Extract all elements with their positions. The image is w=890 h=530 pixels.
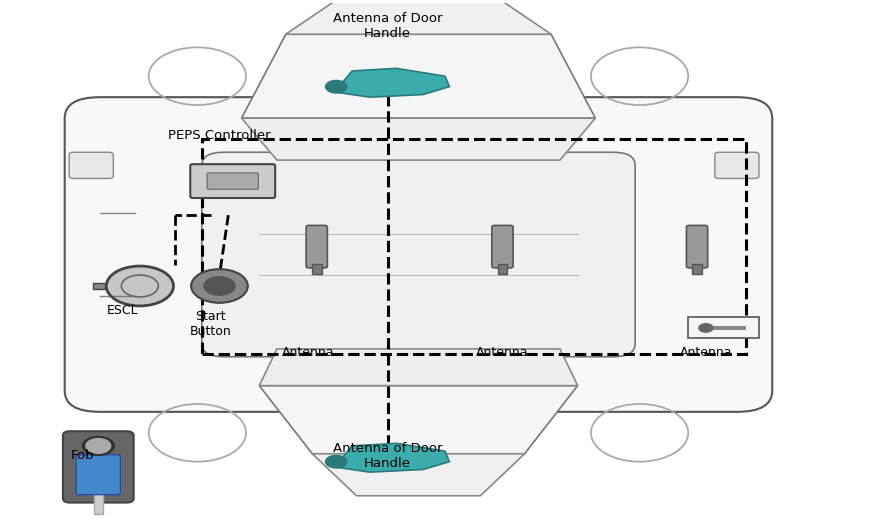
FancyBboxPatch shape bbox=[207, 173, 258, 189]
Circle shape bbox=[326, 455, 347, 468]
FancyBboxPatch shape bbox=[63, 431, 134, 502]
Polygon shape bbox=[286, 0, 551, 34]
Polygon shape bbox=[259, 386, 578, 454]
Text: Fob: Fob bbox=[70, 449, 94, 462]
Circle shape bbox=[83, 437, 114, 455]
Circle shape bbox=[86, 439, 110, 453]
Polygon shape bbox=[259, 349, 578, 386]
Text: Antenna: Antenna bbox=[476, 346, 529, 359]
FancyBboxPatch shape bbox=[69, 152, 113, 179]
Text: Antenna of Door
Handle: Antenna of Door Handle bbox=[333, 12, 442, 40]
Bar bbox=[93, 283, 105, 289]
FancyBboxPatch shape bbox=[65, 97, 773, 412]
Text: ESCL: ESCL bbox=[107, 304, 138, 317]
Text: Antenna: Antenna bbox=[680, 346, 732, 359]
Polygon shape bbox=[312, 454, 524, 496]
FancyBboxPatch shape bbox=[77, 455, 120, 494]
FancyBboxPatch shape bbox=[190, 164, 275, 198]
FancyBboxPatch shape bbox=[306, 225, 328, 268]
Polygon shape bbox=[241, 118, 595, 160]
Text: Start
Button: Start Button bbox=[190, 310, 231, 338]
Bar bbox=[312, 264, 321, 274]
FancyBboxPatch shape bbox=[715, 152, 759, 179]
Bar bbox=[202, 139, 746, 354]
Bar bbox=[692, 264, 702, 274]
Polygon shape bbox=[335, 68, 449, 97]
Circle shape bbox=[191, 269, 247, 303]
Bar bbox=[688, 317, 759, 339]
Circle shape bbox=[204, 277, 235, 295]
Circle shape bbox=[106, 266, 174, 306]
Polygon shape bbox=[335, 443, 449, 472]
Bar bbox=[498, 264, 507, 274]
FancyBboxPatch shape bbox=[202, 152, 635, 357]
Polygon shape bbox=[241, 34, 595, 118]
FancyArrow shape bbox=[706, 326, 746, 330]
Circle shape bbox=[326, 81, 347, 93]
Bar bbox=[93, 493, 102, 514]
Text: Antenna: Antenna bbox=[281, 346, 334, 359]
Text: PEPS Controller: PEPS Controller bbox=[168, 129, 271, 142]
Text: Antenna of Door
Handle: Antenna of Door Handle bbox=[333, 443, 442, 471]
FancyBboxPatch shape bbox=[492, 225, 514, 268]
Circle shape bbox=[699, 324, 713, 332]
FancyBboxPatch shape bbox=[686, 225, 708, 268]
